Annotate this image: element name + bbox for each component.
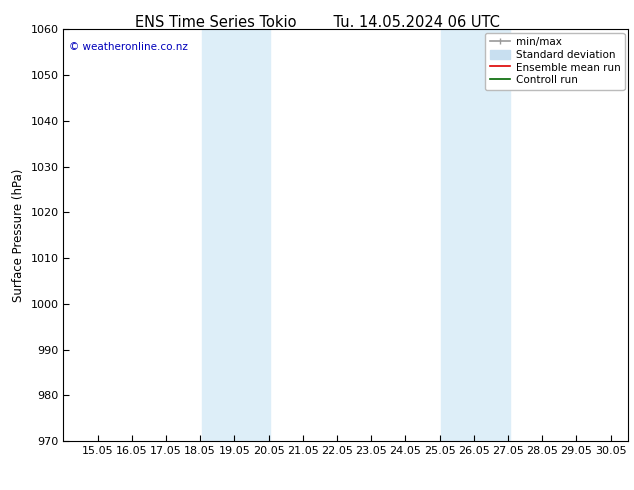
Y-axis label: Surface Pressure (hPa): Surface Pressure (hPa) <box>12 169 25 302</box>
Text: © weatheronline.co.nz: © weatheronline.co.nz <box>69 42 188 52</box>
Legend: min/max, Standard deviation, Ensemble mean run, Controll run: min/max, Standard deviation, Ensemble me… <box>486 32 624 90</box>
Bar <box>202 29 270 441</box>
Text: ENS Time Series Tokio        Tu. 14.05.2024 06 UTC: ENS Time Series Tokio Tu. 14.05.2024 06 … <box>134 15 500 30</box>
Bar <box>441 29 510 441</box>
